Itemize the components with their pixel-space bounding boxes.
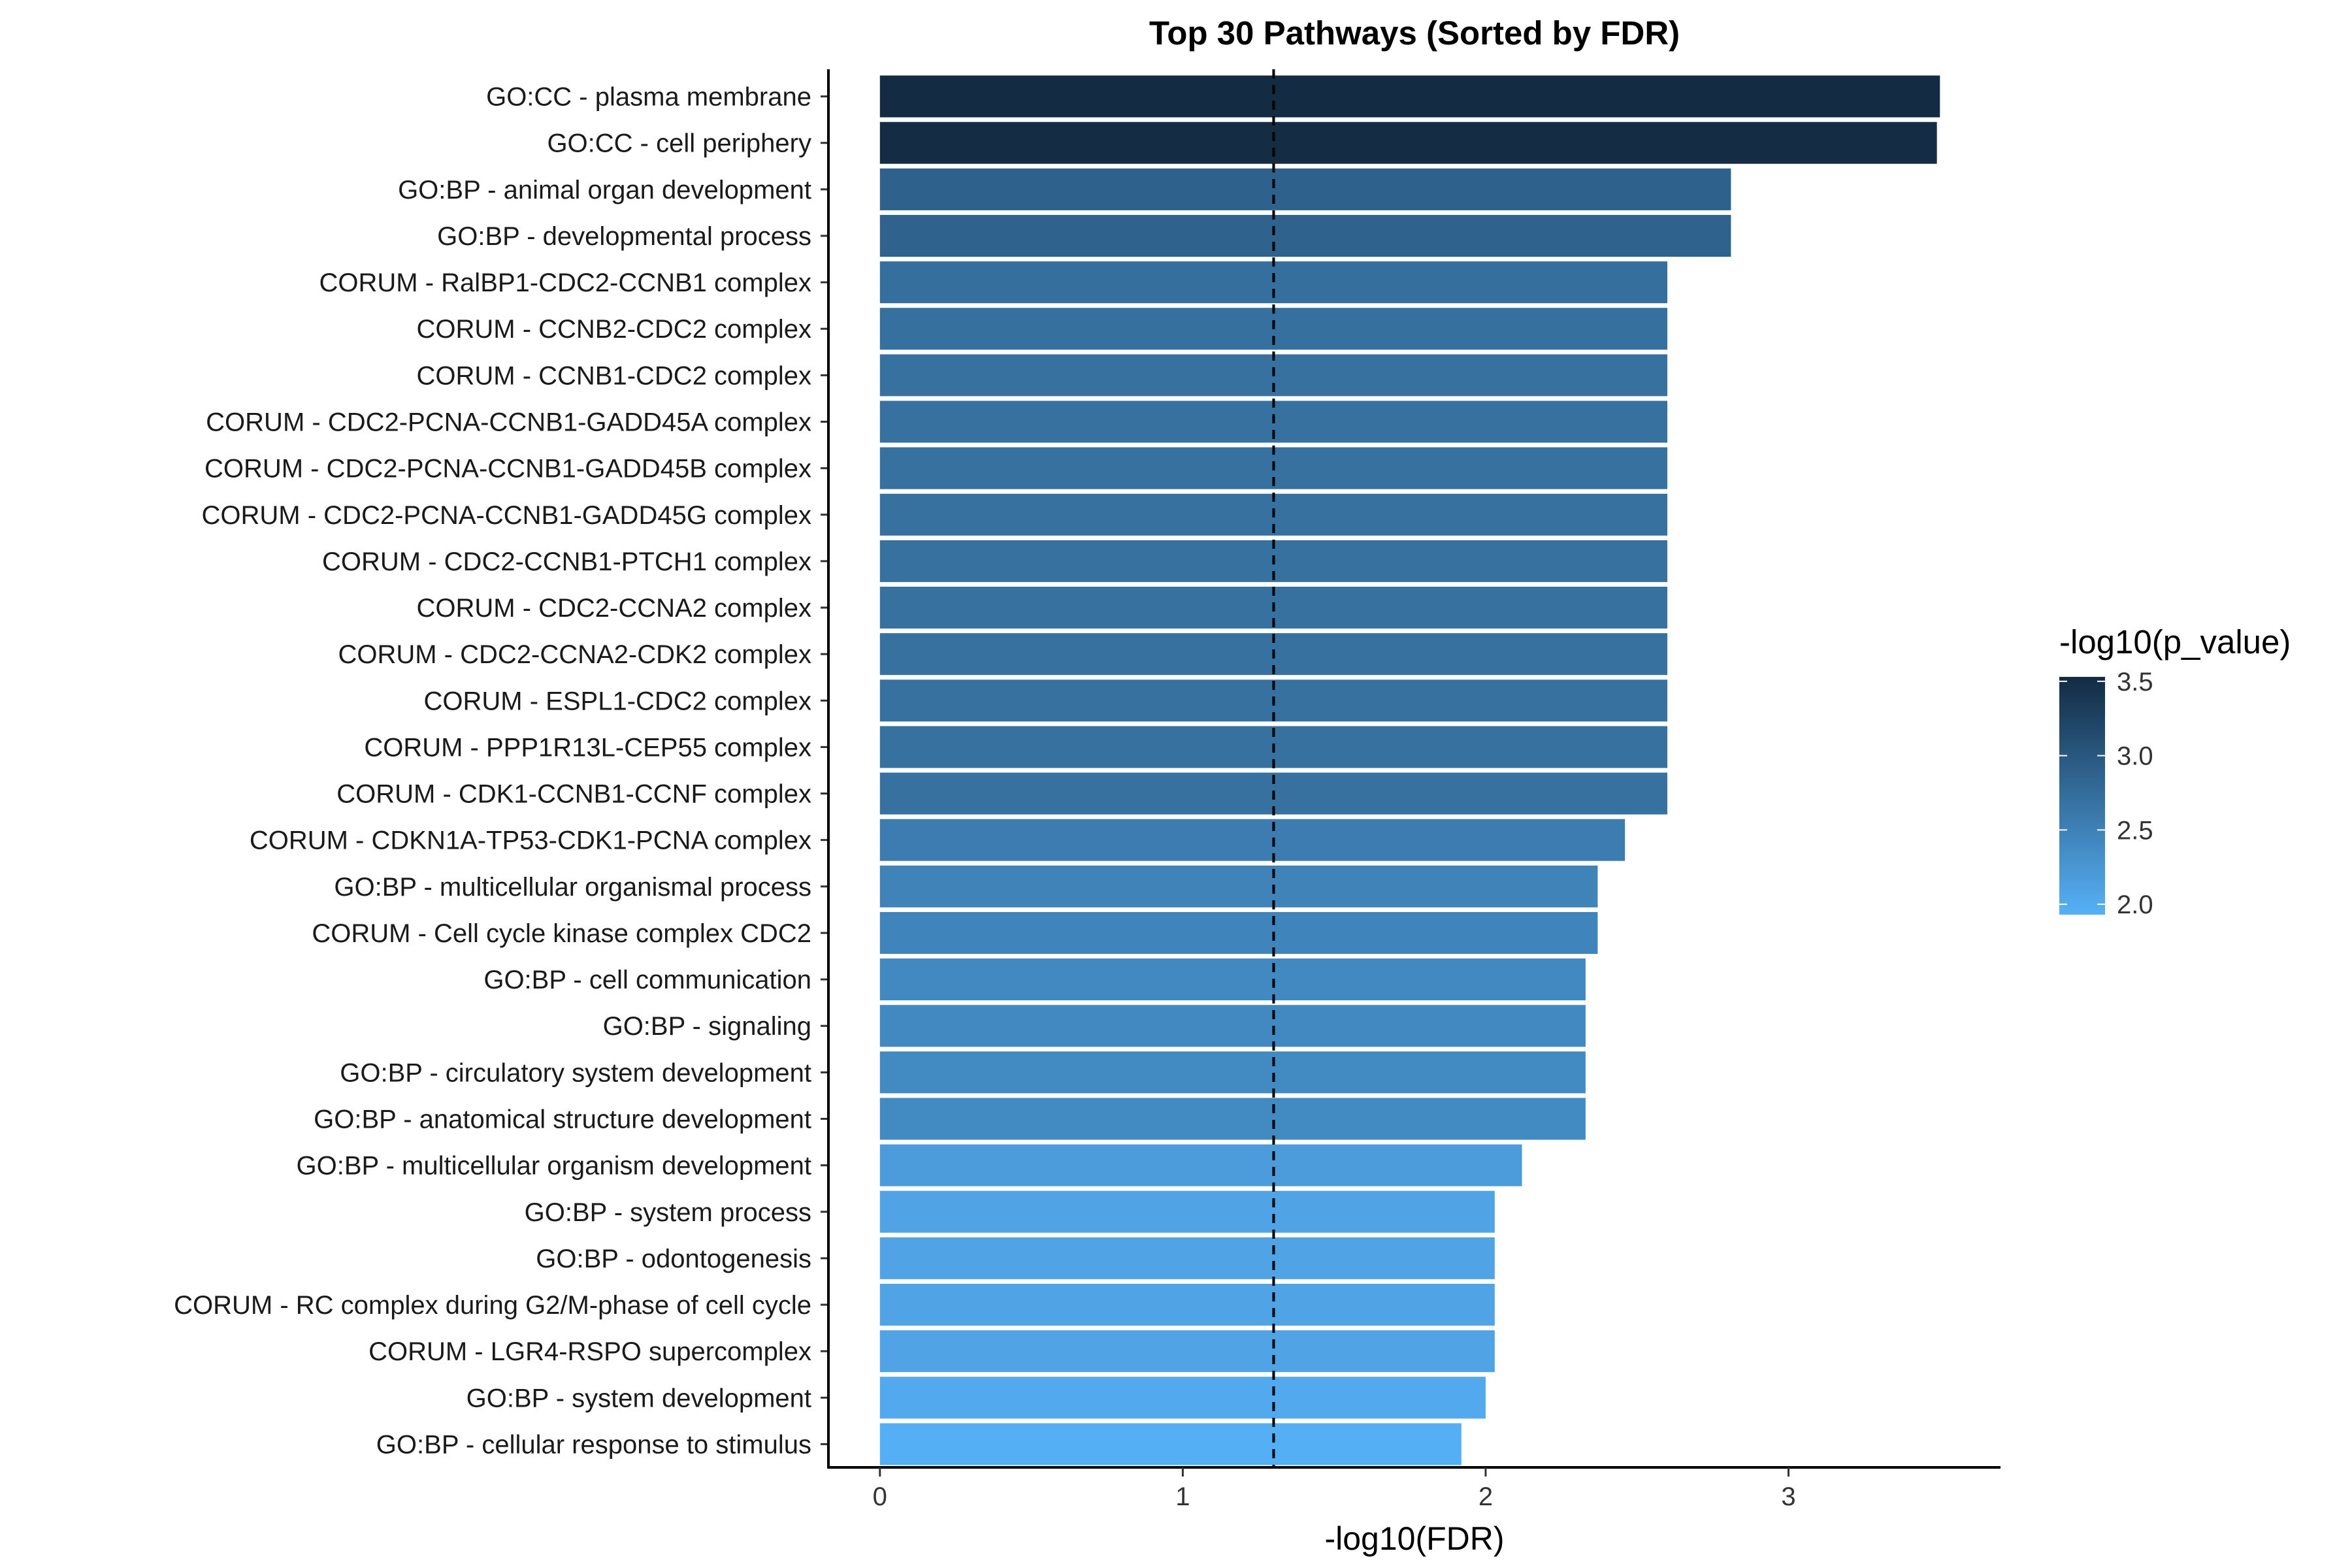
legend-colorbar <box>2059 677 2105 915</box>
y-tick-label: CORUM - CCNB2-CDC2 complex <box>416 315 811 344</box>
x-tick-label: 2 <box>1478 1482 1493 1511</box>
y-tick-label: GO:BP - anatomical structure development <box>314 1105 811 1134</box>
bar <box>879 958 1586 1001</box>
bar <box>879 1423 1462 1465</box>
bar <box>879 168 1731 210</box>
y-axis-labels: GO:CC - plasma membrane GO:CC - cell peri… <box>174 83 828 1459</box>
y-tick-label: CORUM - LGR4-RSPO supercomplex <box>368 1337 811 1366</box>
x-tick-label: 0 <box>873 1482 887 1511</box>
bar <box>879 1051 1586 1094</box>
y-tick-label: GO:CC - plasma membrane <box>486 83 811 112</box>
y-tick-label: GO:BP - circulatory system development <box>340 1058 811 1087</box>
y-tick-label: CORUM - CDKN1A-TP53-CDK1-PCNA complex <box>250 826 811 855</box>
y-tick-label: GO:BP - animal organ development <box>398 176 811 204</box>
bar <box>879 1144 1522 1186</box>
y-tick-label: GO:BP - signaling <box>603 1012 811 1041</box>
x-axis-title: -log10(FDR) <box>1324 1520 1504 1557</box>
bar <box>879 1284 1495 1326</box>
bar <box>879 1237 1495 1279</box>
chart-title: Top 30 Pathways (Sorted by FDR) <box>1149 14 1680 52</box>
bar <box>879 911 1598 954</box>
bar <box>879 214 1731 257</box>
bar <box>879 122 1937 164</box>
x-tick-label: 3 <box>1781 1482 1795 1511</box>
legend-tick-label: 3.5 <box>2117 668 2153 696</box>
y-tick-label: GO:BP - cellular response to stimulus <box>376 1430 811 1459</box>
bar <box>879 1377 1486 1419</box>
y-tick-label: CORUM - RC complex during G2/M-phase of … <box>174 1291 811 1320</box>
y-tick-label: CORUM - RalBP1-CDC2-CCNB1 complex <box>319 269 811 297</box>
y-tick-label: CORUM - CDC2-CCNA2 complex <box>416 594 811 623</box>
y-tick-label: CORUM - CDC2-PCNA-CCNB1-GADD45G complex <box>202 501 811 530</box>
legend-tick-label: 3.0 <box>2117 742 2153 771</box>
bar <box>879 1330 1495 1373</box>
legend-tick-label: 2.0 <box>2117 890 2153 919</box>
y-tick-label: GO:BP - system development <box>466 1384 811 1413</box>
bar <box>879 1005 1586 1047</box>
bar <box>879 819 1625 861</box>
bar <box>879 75 1940 118</box>
y-tick-label: GO:CC - cell periphery <box>547 129 811 158</box>
x-tick-label: 1 <box>1175 1482 1190 1511</box>
y-tick-label: CORUM - CDC2-CCNA2-CDK2 complex <box>338 640 811 669</box>
color-legend: -log10(p_value) 2.0 2.5 3.0 3.5 <box>2059 623 2291 919</box>
y-tick-label: GO:BP - multicellular organismal process <box>334 873 811 902</box>
y-tick-label: GO:BP - cell communication <box>483 966 811 994</box>
y-tick-label: CORUM - CDK1-CCNB1-CCNF complex <box>336 780 811 809</box>
y-tick-label: CORUM - CCNB1-CDC2 complex <box>416 361 811 390</box>
y-tick-label: CORUM - ESPL1-CDC2 complex <box>424 687 811 715</box>
y-tick-label: CORUM - CDC2-PCNA-CCNB1-GADD45B complex <box>204 455 811 483</box>
y-tick-label: GO:BP - multicellular organism developme… <box>297 1152 811 1181</box>
x-axis: 0 1 2 3 <box>827 69 2001 1511</box>
bar <box>879 1098 1586 1140</box>
y-tick-label: GO:BP - system process <box>525 1198 811 1227</box>
legend-ticks: 2.0 2.5 3.0 3.5 <box>2059 668 2153 919</box>
bar <box>879 865 1598 907</box>
y-tick-label: CORUM - CDC2-PCNA-CCNB1-GADD45A complex <box>206 408 811 437</box>
y-tick-label: GO:BP - developmental process <box>437 222 811 251</box>
legend-title: -log10(p_value) <box>2059 623 2291 661</box>
y-tick-label: CORUM - PPP1R13L-CEP55 complex <box>364 733 811 762</box>
y-tick-label: CORUM - CDC2-CCNB1-PTCH1 complex <box>322 547 811 576</box>
bar <box>879 1190 1495 1233</box>
y-tick-label: GO:BP - odontogenesis <box>536 1245 811 1273</box>
legend-tick-label: 2.5 <box>2117 816 2153 845</box>
bars-group <box>879 75 1940 1465</box>
y-tick-label: CORUM - Cell cycle kinase complex CDC2 <box>312 919 811 948</box>
